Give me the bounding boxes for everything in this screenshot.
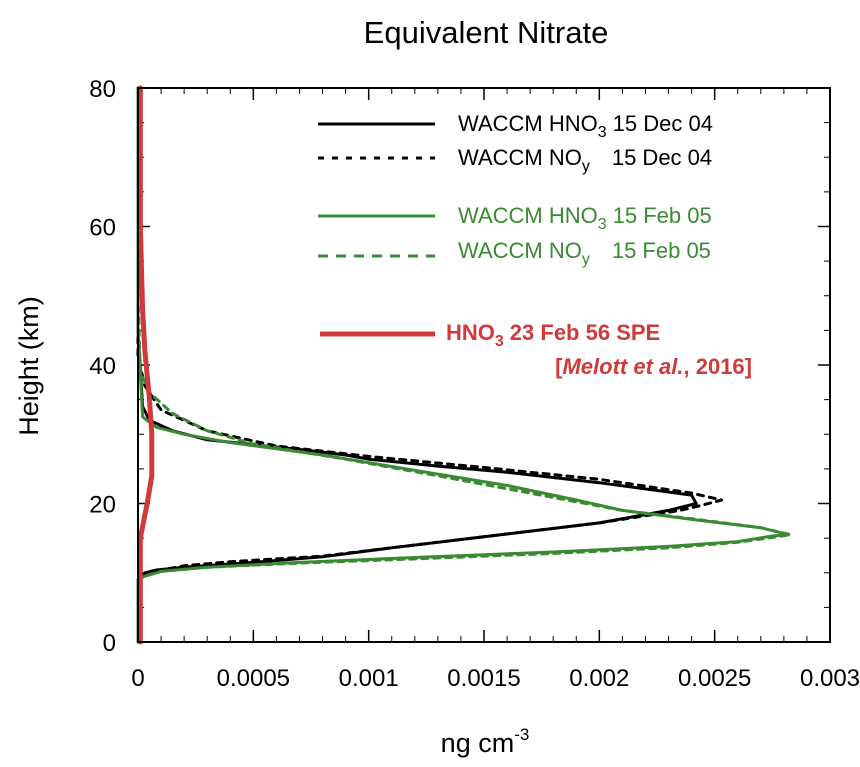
x-tick-label: 0.002 xyxy=(569,665,629,692)
legend-entry-4: HNO3 23 Feb 56 SPE xyxy=(446,320,660,350)
x-axis-label-base: ng cm xyxy=(441,728,515,758)
legend-entry-2: WACCM HNO3 15 Feb 05 xyxy=(458,203,712,233)
legend: WACCM HNO3 15 Dec 04 WACCM NOy 15 Dec 04 W… xyxy=(318,111,752,379)
legend-citation: [Melott et al., 2016] xyxy=(555,354,752,379)
x-tick-label: 0.003 xyxy=(800,665,860,692)
series-group xyxy=(136,85,793,645)
legend-entry-3: WACCM NOy 15 Feb 05 xyxy=(458,238,711,268)
y-axis-label: Height (km) xyxy=(14,296,44,436)
series-line-4 xyxy=(137,85,155,645)
x-axis-label: ng cm-3 xyxy=(441,725,530,758)
y-tick-label: 80 xyxy=(89,76,116,103)
plot-frame xyxy=(137,87,831,643)
chart-title: Equivalent Nitrate xyxy=(364,15,609,50)
series-line-1 xyxy=(136,86,724,644)
x-tick-label: 0.001 xyxy=(339,665,399,692)
x-axis-label-exp: -3 xyxy=(514,725,529,744)
x-tick-label: 0 xyxy=(131,665,144,692)
legend-entry-0: WACCM HNO3 15 Dec 04 xyxy=(458,111,713,141)
x-tick-label: 0.0025 xyxy=(678,665,751,692)
axis-ticks: 0 0.0005 0.001 0.0015 0.002 0.0025 0.003 0 20 40 6… xyxy=(89,76,860,692)
x-tick-label: 0.0015 xyxy=(447,665,520,692)
y-tick-label: 20 xyxy=(89,492,116,519)
y-tick-label: 40 xyxy=(89,353,116,380)
svg-text:Height (km): Height (km) xyxy=(14,296,44,436)
x-tick-label: 0.0005 xyxy=(217,665,290,692)
legend-entry-1: WACCM NOy 15 Dec 04 xyxy=(458,145,712,175)
series-line-3 xyxy=(136,86,793,644)
y-tick-label: 0 xyxy=(103,630,116,657)
y-tick-label: 60 xyxy=(89,215,116,242)
